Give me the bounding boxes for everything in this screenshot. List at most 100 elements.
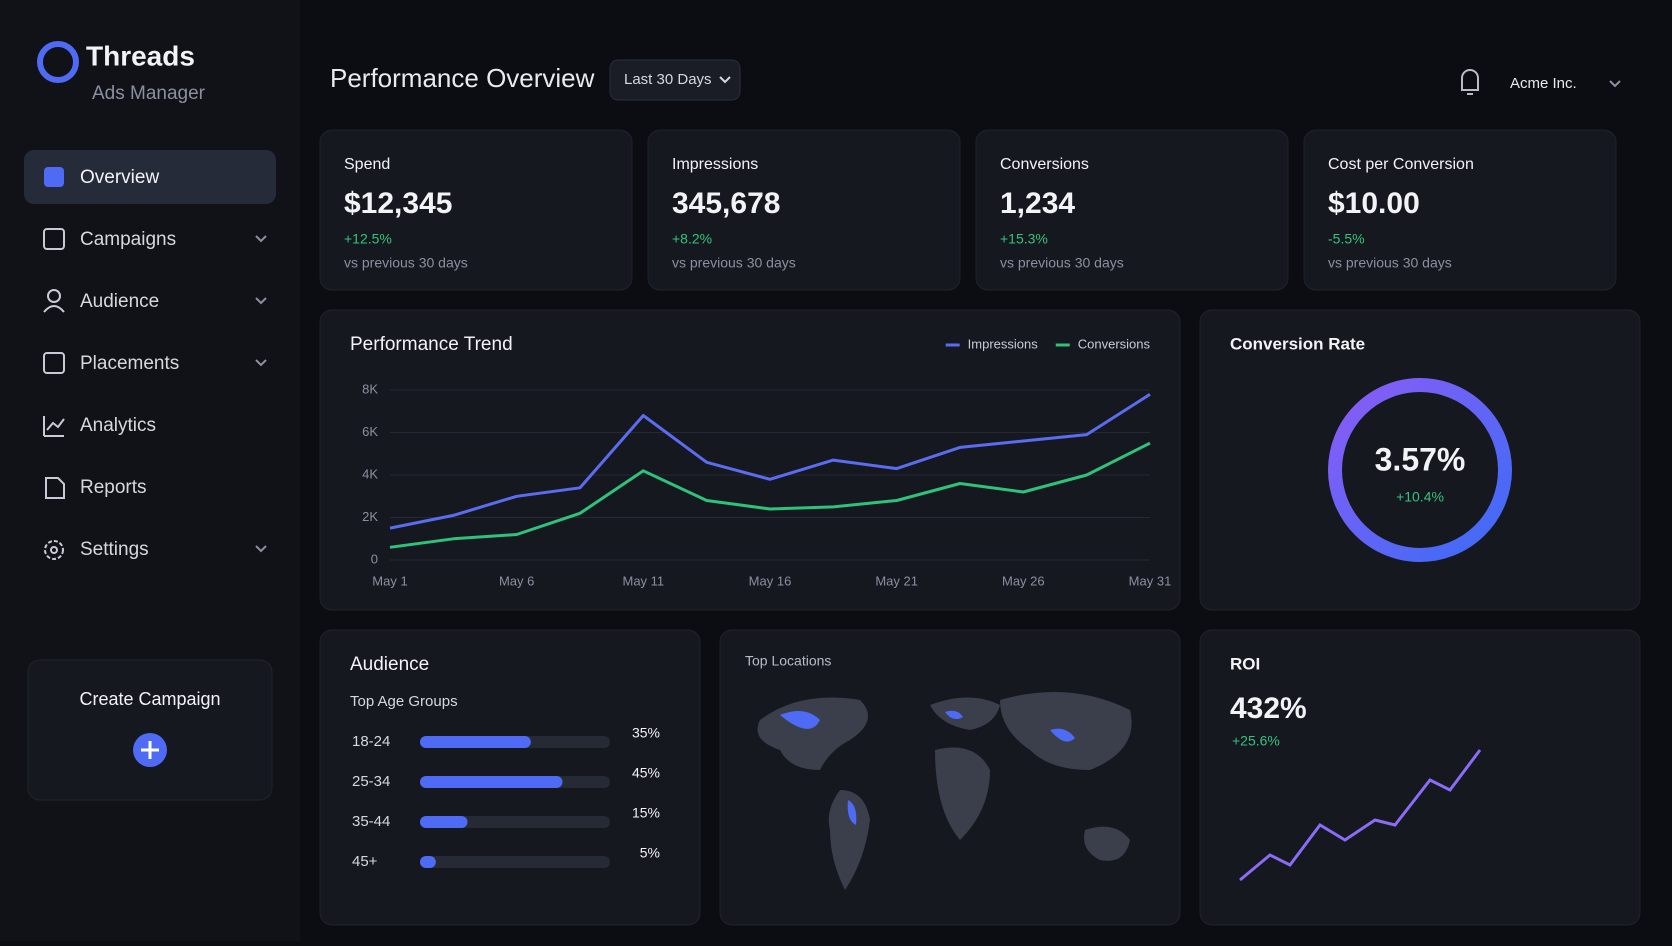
legend-label: Conversions (1078, 336, 1151, 351)
nav-icon (47, 289, 61, 303)
plus-icon (141, 741, 159, 759)
nav-icon (43, 305, 65, 313)
chevron (255, 359, 267, 367)
y-tick-label: 0 (371, 551, 378, 566)
card-title: Conversion Rate (1230, 334, 1365, 353)
x-tick-label: May 1 (372, 573, 407, 588)
brand-name: Threads (86, 40, 195, 71)
continent (1084, 826, 1130, 861)
nav-active[interactable] (24, 150, 276, 204)
kpi-value: $10.00 (1328, 187, 1420, 220)
card-title: ROI (1230, 654, 1260, 673)
kpi-note: vs previous 30 days (344, 255, 468, 271)
logo (37, 41, 79, 83)
chevron (255, 235, 267, 243)
rate-value: 3.57% (1375, 441, 1466, 477)
rate-ring (1328, 378, 1512, 562)
x-tick-label: May 31 (1129, 573, 1172, 588)
value-label: 15% (632, 805, 660, 821)
x-tick-label: May 16 (749, 573, 792, 588)
y-tick-label: 8K (362, 381, 378, 396)
kpi-card (647, 129, 961, 291)
category-label: 45+ (352, 853, 378, 870)
range-label: Last 30 Days (624, 71, 712, 88)
series-line (389, 393, 1151, 530)
age-chart: 18-24 35% 25-34 45% 35-44 15% 45+ 5% (352, 725, 660, 870)
bar (420, 736, 531, 748)
nav-icon (43, 352, 65, 374)
trend-chart: 0 2K 4K 6K 8K May 1 May 6 May 11 May 16 May 21 May… (362, 336, 1171, 588)
category-label: 18-24 (352, 733, 390, 750)
kpi-change: +15.3% (1000, 231, 1048, 247)
kpi-change: -5.5% (1328, 231, 1365, 247)
value-label: 45% (632, 765, 660, 781)
rate-change: +10.4% (1396, 489, 1444, 505)
chevron (255, 545, 267, 553)
chart-title: Performance Trend (350, 334, 513, 355)
nav-item[interactable]: Settings (80, 539, 149, 560)
series-line (389, 441, 1151, 549)
nav-item[interactable]: Placements (80, 353, 179, 374)
highlight-region (780, 710, 1075, 825)
card-title: Audience (350, 654, 429, 675)
continent (935, 747, 990, 840)
y-tick-label: 6K (362, 424, 378, 439)
nav-icon (45, 477, 65, 499)
kpi-value: 345,678 (672, 187, 780, 220)
y-tick-label: 4K (362, 466, 378, 481)
nav-icon (44, 167, 64, 187)
nav-item[interactable]: Overview (80, 167, 159, 188)
chevron (255, 297, 267, 305)
bell-icon[interactable] (1461, 69, 1479, 95)
nav-item[interactable]: Reports (80, 477, 147, 498)
kpi-change: +8.2% (672, 231, 712, 247)
world-map (757, 692, 1132, 890)
create-card (27, 659, 273, 801)
nav: Overview Campaigns Audience Placements A… (43, 167, 267, 560)
nav-item[interactable]: Campaigns (80, 229, 176, 250)
nav-icon (50, 546, 58, 554)
range-select[interactable] (609, 59, 741, 101)
kpi-change: +12.5% (344, 231, 392, 247)
card-subtitle: Top Age Groups (350, 693, 458, 710)
create-label[interactable]: Create Campaign (79, 689, 220, 709)
nav-item[interactable]: Analytics (80, 415, 156, 436)
nav-icon (43, 416, 65, 437)
bar-track (420, 816, 610, 828)
category-label: 35-44 (352, 813, 390, 830)
account-name[interactable]: Acme Inc. (1510, 75, 1577, 92)
kpi-value: 1,234 (1000, 187, 1075, 220)
kpi-card (319, 129, 633, 291)
x-tick-label: May 26 (1002, 573, 1045, 588)
roi-change: +25.6% (1232, 733, 1280, 749)
bar (420, 776, 563, 788)
kpi-note: vs previous 30 days (1328, 255, 1452, 271)
nav-icon (44, 540, 64, 560)
kpi-card (1303, 129, 1617, 291)
chevron (1609, 80, 1621, 88)
kpi-card (975, 129, 1289, 291)
kpi-row: Spend $12,345 +12.5% vs previous 30 days Imp… (319, 129, 1617, 291)
nav-item[interactable]: Audience (80, 291, 159, 312)
legend-label: Impressions (968, 336, 1039, 351)
kpi-label: Spend (344, 156, 390, 173)
kpi-note: vs previous 30 days (672, 255, 796, 271)
page-title: Performance Overview (330, 63, 595, 93)
trend-card (319, 309, 1181, 611)
bar-track (420, 856, 610, 868)
continent (930, 697, 1000, 730)
roi-value: 432% (1230, 692, 1307, 725)
kpi-note: vs previous 30 days (1000, 255, 1124, 271)
chevron (719, 76, 731, 84)
x-tick-label: May 6 (499, 573, 534, 588)
kpi-label: Cost per Conversion (1328, 156, 1474, 173)
value-label: 35% (632, 725, 660, 741)
roi-sparkline (1239, 749, 1482, 882)
kpi-value: $12,345 (344, 187, 452, 220)
bar (420, 816, 468, 828)
brand-subtitle: Ads Manager (92, 83, 206, 104)
continent (828, 790, 870, 890)
value-label: 5% (640, 845, 660, 861)
